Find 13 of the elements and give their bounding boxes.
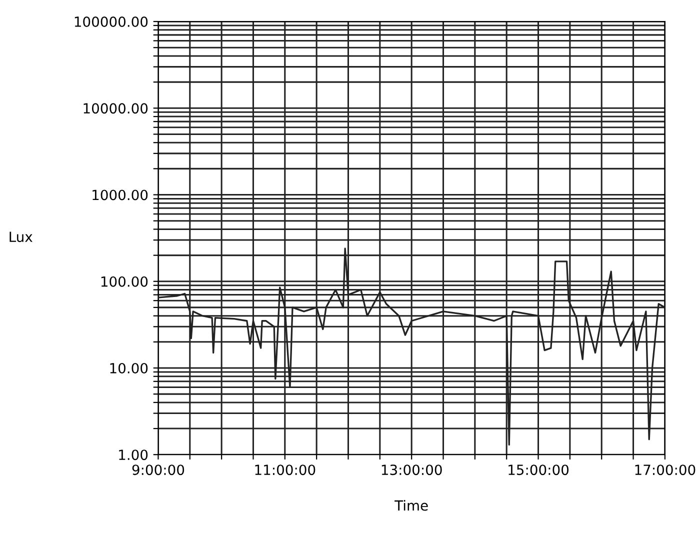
x-tick-label: 15:00:00 bbox=[508, 464, 569, 476]
y-tick-label: 100.00 bbox=[101, 276, 148, 287]
y-tick-label: 10.00 bbox=[110, 362, 148, 374]
x-tick-label: 13:00:00 bbox=[382, 464, 442, 476]
x-tick-label: 9:00:00 bbox=[132, 464, 184, 476]
y-tick-label: 1.00 bbox=[119, 450, 148, 460]
x-axis-title: Time bbox=[394, 500, 428, 511]
x-tick-label: 17:00:00 bbox=[635, 464, 696, 476]
y-axis-title: Lux bbox=[10, 232, 32, 242]
y-tick-label: 100000.00 bbox=[74, 16, 148, 27]
y-tick-label: 1000.00 bbox=[92, 190, 148, 200]
x-tick-label: 11:00:00 bbox=[255, 464, 316, 476]
y-tick-label: 10000.00 bbox=[84, 103, 148, 114]
